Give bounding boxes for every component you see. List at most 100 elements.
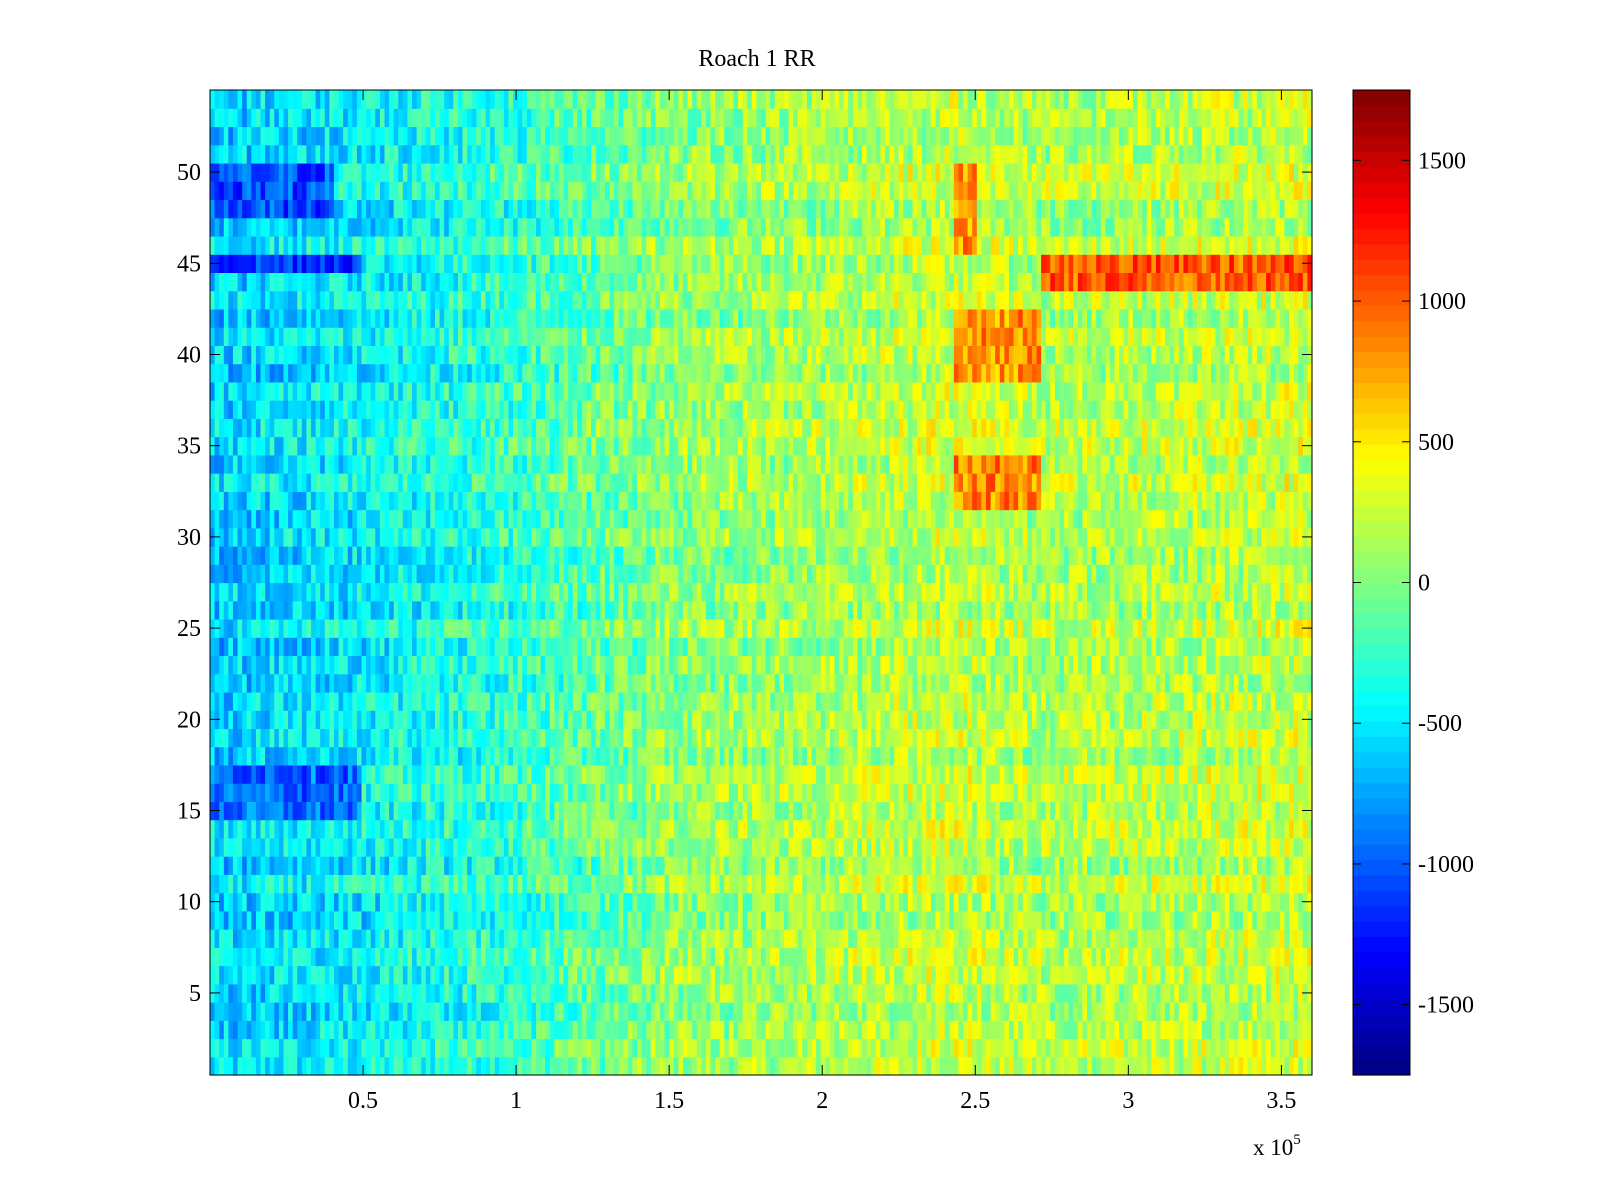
heatmap-cell xyxy=(710,801,716,821)
heatmap-cell xyxy=(715,965,721,985)
heatmap-cell xyxy=(825,892,831,912)
heatmap-cell xyxy=(1165,856,1171,875)
heatmap-cell xyxy=(1302,1056,1309,1076)
heatmap-cell xyxy=(614,746,620,766)
heatmap-cell xyxy=(1188,929,1194,948)
heatmap-cell xyxy=(352,1038,358,1058)
heatmap-cell xyxy=(903,965,909,985)
heatmap-cell xyxy=(1031,728,1038,748)
heatmap-cell xyxy=(756,892,762,912)
heatmap-cell xyxy=(719,1020,725,1040)
heatmap-cell xyxy=(1036,710,1042,730)
heatmap-cell xyxy=(265,1056,271,1076)
heatmap-cell xyxy=(494,728,500,748)
heatmap-cell xyxy=(595,1020,601,1040)
heatmap-cell xyxy=(816,728,822,748)
heatmap-cell xyxy=(1054,819,1061,839)
heatmap-cell xyxy=(558,710,565,730)
heatmap-cell xyxy=(219,983,225,1003)
heatmap-cell xyxy=(930,728,937,748)
heatmap-cell xyxy=(1100,691,1106,711)
heatmap-cell xyxy=(797,1002,803,1021)
heatmap-cell xyxy=(1192,764,1198,784)
heatmap-cell xyxy=(526,691,533,711)
heatmap-cell xyxy=(907,691,914,711)
heatmap-cell xyxy=(1087,1020,1093,1040)
heatmap-cell xyxy=(471,874,477,894)
heatmap-cell xyxy=(944,892,950,912)
heatmap-cell xyxy=(604,947,611,967)
heatmap-cell xyxy=(1155,783,1162,802)
heatmap-cell xyxy=(531,691,537,711)
heatmap-cell xyxy=(637,947,643,967)
heatmap-cell xyxy=(301,910,308,930)
heatmap-cell xyxy=(329,929,335,948)
heatmap-cell xyxy=(1091,965,1097,985)
heatmap-cell xyxy=(361,874,367,894)
heatmap-cell xyxy=(210,910,216,930)
heatmap-cell xyxy=(366,837,372,857)
heatmap-cell xyxy=(1068,947,1074,967)
heatmap-cell xyxy=(958,947,964,967)
heatmap-cell xyxy=(508,710,514,730)
heatmap-cell xyxy=(935,983,941,1003)
heatmap-cell xyxy=(297,874,303,894)
heatmap-cell xyxy=(967,983,973,1003)
heatmap-cell xyxy=(999,710,1005,730)
heatmap-cell xyxy=(361,1002,367,1021)
heatmap-cell xyxy=(682,856,689,875)
heatmap-cell xyxy=(1087,746,1093,766)
heatmap-cell xyxy=(1256,874,1263,894)
heatmap-cell xyxy=(866,783,872,802)
heatmap-cell xyxy=(572,983,578,1003)
heatmap-cell xyxy=(269,929,275,948)
heatmap-cell xyxy=(637,1038,643,1058)
heatmap-cell xyxy=(1183,728,1189,748)
heatmap-cell xyxy=(490,1002,496,1021)
heatmap-cell xyxy=(453,892,459,912)
heatmap-cell xyxy=(839,965,845,985)
heatmap-cell xyxy=(875,929,881,948)
heatmap-cell xyxy=(1210,764,1217,784)
heatmap-cell xyxy=(1132,929,1139,948)
heatmap-cell xyxy=(857,764,863,784)
heatmap-cell xyxy=(1082,892,1088,912)
heatmap-cell xyxy=(825,1020,831,1040)
heatmap-cell xyxy=(1004,892,1010,912)
heatmap-cell xyxy=(742,947,748,967)
heatmap-cell xyxy=(338,801,344,821)
heatmap-cell xyxy=(907,819,914,839)
heatmap-cell xyxy=(715,728,721,748)
heatmap-cell xyxy=(219,929,225,948)
heatmap-cell xyxy=(375,691,381,711)
heatmap-cell xyxy=(1224,892,1230,912)
heatmap-cell xyxy=(324,691,330,711)
heatmap-cell xyxy=(1050,874,1056,894)
heatmap-cell xyxy=(692,1038,698,1058)
heatmap-cell xyxy=(320,710,326,730)
heatmap-cell xyxy=(494,783,500,802)
heatmap-cell xyxy=(788,983,794,1003)
heatmap-cell xyxy=(862,856,868,875)
heatmap-cell xyxy=(820,691,826,711)
heatmap-cell xyxy=(806,874,813,894)
heatmap-cell xyxy=(1289,983,1295,1003)
heatmap-cell xyxy=(1073,874,1079,894)
heatmap-cell xyxy=(1041,892,1047,912)
heatmap-cell xyxy=(1307,1002,1313,1021)
heatmap-cell xyxy=(724,1038,730,1058)
heatmap-cell xyxy=(1008,837,1015,857)
heatmap-cell xyxy=(765,837,771,857)
heatmap-cell xyxy=(747,910,753,930)
heatmap-cell xyxy=(572,710,578,730)
heatmap-cell xyxy=(517,892,523,912)
heatmap-cell xyxy=(816,764,822,784)
heatmap-cell xyxy=(439,965,445,985)
heatmap-cell xyxy=(595,947,601,967)
heatmap-cell xyxy=(1201,1020,1207,1040)
heatmap-cell xyxy=(393,892,399,912)
heatmap-cell xyxy=(1045,965,1051,985)
heatmap-cell xyxy=(1155,764,1162,784)
heatmap-cell xyxy=(1169,965,1175,985)
heatmap-cell xyxy=(1233,947,1240,967)
